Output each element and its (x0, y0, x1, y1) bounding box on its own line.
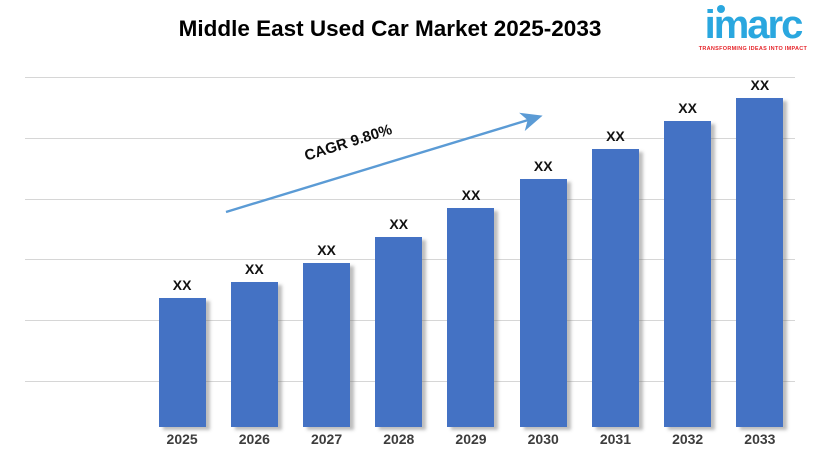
x-axis-label: 2031 (599, 431, 631, 447)
bar-value-label: XX (461, 187, 481, 203)
imarc-logo: imarc TRANSFORMING IDEAS INTO IMPACT (692, 0, 814, 52)
x-axis-label: 2028 (383, 431, 415, 447)
bar-value-label: XX (606, 128, 625, 144)
x-axis-label: 2026 (238, 431, 270, 447)
bar-column: XX 2025 (146, 0, 218, 461)
bar-column: XX 2028 (363, 0, 435, 461)
x-axis-label: 2030 (527, 431, 559, 447)
bars: XX 2025 XX 2026 XX 2027 XX 2028 XX 2029 XX 2030 XX 20… (146, 0, 796, 461)
bar-value-label: XX (533, 158, 553, 174)
logo-dot-icon (717, 5, 725, 13)
bar-column: XX 2029 (435, 0, 507, 461)
bar (230, 282, 278, 427)
bar-column: XX 2030 (507, 0, 579, 461)
bar-column: XX 2026 (218, 0, 290, 461)
x-axis-label: 2032 (672, 431, 704, 447)
bar-value-label: XX (244, 261, 264, 277)
bar-value-label: XX (678, 100, 697, 116)
bar-value-label: XX (172, 277, 192, 293)
bar (591, 149, 639, 427)
logo-tagline: TRANSFORMING IDEAS INTO IMPACT (698, 45, 808, 52)
x-axis-label: 2033 (744, 431, 776, 447)
bar-value-label: XX (317, 242, 336, 258)
x-axis-label: 2027 (310, 431, 343, 447)
bar-column: XX 2027 (290, 0, 362, 461)
bar (447, 208, 495, 427)
bar (664, 121, 712, 427)
x-axis-label: 2029 (455, 431, 487, 447)
bar-value-label: XX (389, 216, 409, 232)
chart-title: Middle East Used Car Market 2025-2033 (178, 16, 602, 41)
bar (519, 179, 567, 427)
bar (158, 298, 206, 427)
x-axis-label: 2025 (166, 431, 198, 447)
bar (375, 237, 423, 427)
bar-column: XX 2031 (579, 0, 651, 461)
bar-column: XX 2032 (652, 0, 724, 461)
bar-value-label: XX (750, 77, 770, 93)
bar (736, 98, 784, 427)
bar (303, 263, 351, 427)
gridline (25, 77, 795, 78)
bar-column: XX 2033 (724, 0, 796, 461)
